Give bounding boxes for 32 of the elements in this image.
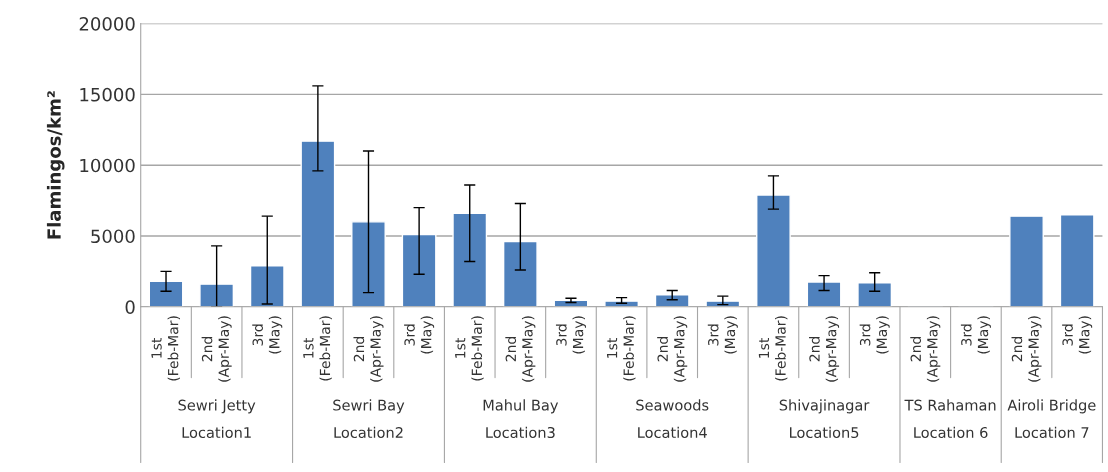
x-tick-label: 3rd (May) xyxy=(404,316,435,354)
y-tick-label: 0 xyxy=(125,300,135,314)
text: Sewri Bay Location2 xyxy=(333,399,405,439)
y-axis-title: Flamingos/km² xyxy=(46,91,65,239)
x-tick-label: 3rd (May) xyxy=(859,316,890,354)
y-tick-label: 10000 xyxy=(80,158,135,173)
x-tick-label: 2nd (Apr-May) xyxy=(1011,316,1042,382)
x-tick-label: 2nd (Apr-May) xyxy=(910,316,941,382)
x-tick-label: 2nd (Apr-May) xyxy=(657,316,688,382)
y-tick-label: 20000 xyxy=(79,17,135,31)
y-tick-label: 15000 xyxy=(80,87,135,102)
text: Sewri Jetty Location1 xyxy=(178,399,256,439)
text: Mahul Bay Location3 xyxy=(483,399,559,439)
x-tick-label: 1st (Feb-Mar) xyxy=(151,316,180,381)
text: TS Rahaman Location 6 xyxy=(904,399,996,439)
x-tick-label: 1st (Feb-Mar) xyxy=(303,316,332,381)
text: Shivajinagar Location5 xyxy=(779,399,870,439)
x-tick-label: 3rd (May) xyxy=(1062,316,1093,354)
x-tick-label: 2nd (Apr-May) xyxy=(809,316,840,382)
x-tick-label: 3rd (May) xyxy=(555,316,586,354)
x-tick-label: 1st (Feb-Mar) xyxy=(758,316,788,381)
text: Seawoods Location4 xyxy=(636,399,709,439)
y-tick-label: 5000 xyxy=(91,229,135,244)
x-tick-label: 2nd (Apr-May) xyxy=(353,316,384,382)
x-tick-label: 3rd (May) xyxy=(252,316,283,354)
x-tick-label: 2nd (Apr-May) xyxy=(505,316,536,382)
x-tick-label: 1st (Feb-Mar) xyxy=(455,316,484,381)
text: Airoli Bridge Location 7 xyxy=(1007,399,1096,439)
x-tick-label: 1st (Feb-Mar) xyxy=(606,316,636,381)
x-tick-label: 3rd (May) xyxy=(707,316,738,354)
x-tick-label: 3rd (May) xyxy=(960,316,991,354)
x-tick-label: 2nd (Apr-May) xyxy=(201,316,232,382)
